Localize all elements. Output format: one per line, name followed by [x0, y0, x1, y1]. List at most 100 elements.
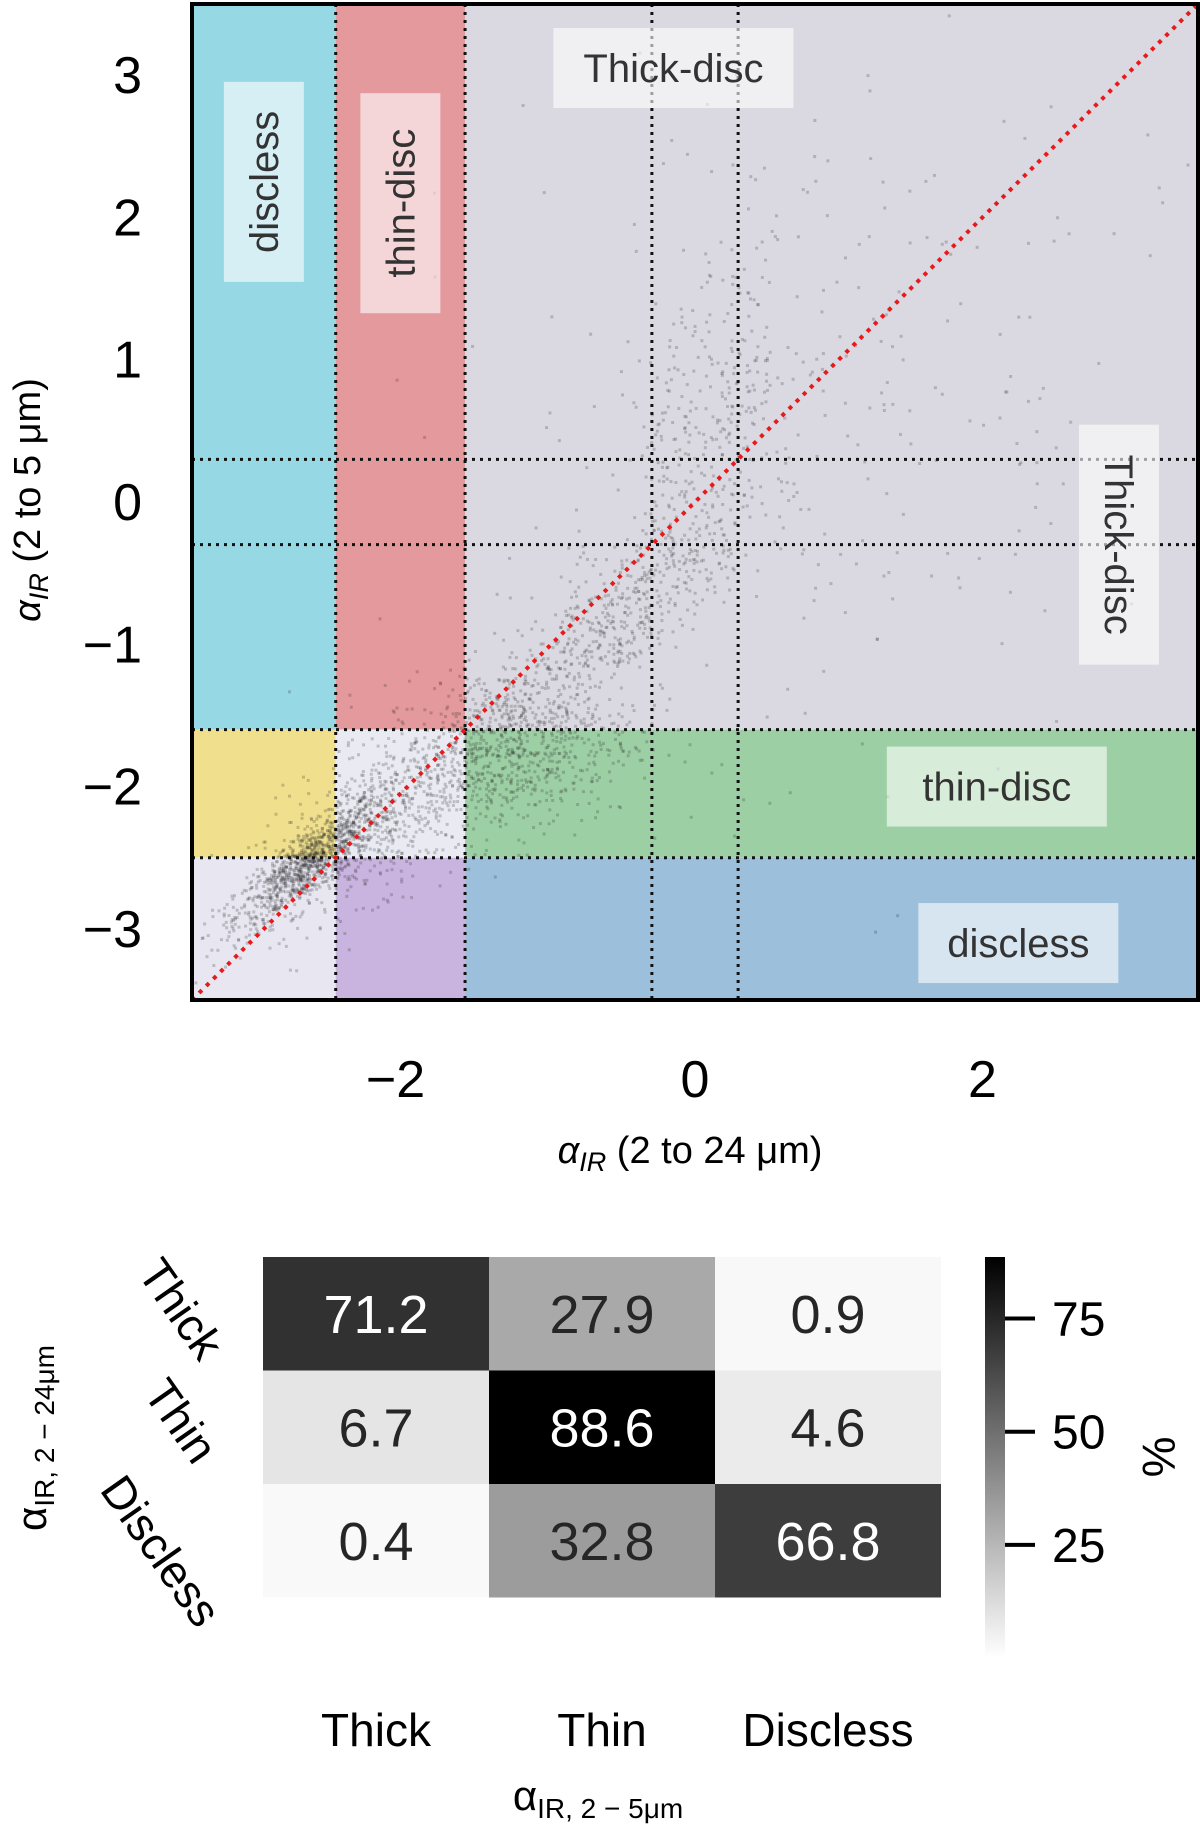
data-point [410, 896, 414, 900]
data-point [674, 481, 678, 485]
data-point [510, 806, 514, 810]
data-point [314, 850, 318, 854]
data-point [305, 857, 309, 861]
data-point [689, 815, 693, 819]
data-point [359, 845, 363, 849]
data-point [932, 173, 936, 177]
data-point [295, 854, 299, 858]
data-point [709, 571, 713, 575]
data-point [299, 877, 303, 881]
data-point [498, 726, 502, 730]
data-point [272, 888, 276, 892]
data-point [534, 751, 538, 755]
data-point [599, 597, 603, 601]
data-point [693, 330, 697, 334]
data-point [326, 876, 330, 880]
data-point [472, 732, 476, 736]
data-point [319, 859, 323, 863]
data-point [495, 695, 499, 699]
data-point [300, 853, 304, 857]
data-point [598, 633, 602, 637]
data-point [638, 621, 642, 625]
data-point [1035, 461, 1039, 465]
data-point [742, 493, 746, 497]
data-point [594, 639, 598, 643]
data-point [706, 579, 710, 583]
data-point [578, 661, 582, 665]
heatmap-cell-value: 32.8 [549, 1512, 654, 1572]
data-point [248, 921, 252, 925]
data-point [266, 878, 270, 882]
data-point [268, 904, 272, 908]
data-point [582, 650, 586, 654]
data-point [564, 734, 568, 738]
data-point [511, 691, 515, 695]
data-point [210, 948, 214, 952]
data-point [233, 916, 237, 920]
data-point [577, 585, 581, 589]
data-point [342, 851, 346, 855]
data-point [314, 874, 318, 878]
data-point [355, 792, 359, 796]
data-point [369, 794, 373, 798]
data-point [296, 869, 300, 873]
data-point [307, 792, 311, 796]
data-point [610, 598, 614, 602]
data-point [325, 819, 329, 823]
data-point [254, 927, 258, 931]
data-point [347, 863, 351, 867]
data-point [614, 585, 618, 589]
data-point [693, 457, 697, 461]
data-point [506, 726, 510, 730]
data-point [370, 768, 374, 772]
data-point [310, 883, 314, 887]
data-point [459, 807, 463, 811]
data-point [268, 901, 272, 905]
data-point [520, 778, 524, 782]
data-point [344, 823, 348, 827]
data-point [485, 749, 489, 753]
data-point [567, 546, 571, 550]
data-point [611, 625, 615, 629]
data-point [299, 888, 303, 892]
data-point [1009, 375, 1013, 379]
data-point [390, 834, 394, 838]
data-point [484, 689, 488, 693]
data-point [508, 753, 512, 757]
data-point [322, 880, 326, 884]
data-point [301, 856, 305, 860]
data-point [725, 405, 729, 409]
data-point [596, 797, 600, 801]
data-point [469, 844, 473, 848]
data-point [423, 816, 427, 820]
data-point [232, 929, 236, 933]
data-point [674, 437, 678, 441]
data-point [529, 697, 533, 701]
data-point [282, 867, 286, 871]
data-point [1013, 552, 1017, 556]
data-point [445, 822, 449, 826]
data-point [857, 242, 861, 246]
data-point [290, 877, 294, 881]
data-point [721, 370, 725, 374]
data-point [497, 773, 501, 777]
data-point [765, 715, 769, 719]
data-point [301, 844, 305, 848]
data-point [657, 549, 661, 553]
data-point [512, 716, 516, 720]
data-point [312, 854, 316, 858]
data-point [545, 774, 549, 778]
data-point [561, 715, 565, 719]
data-point [613, 569, 617, 573]
data-point [346, 744, 350, 748]
data-point [801, 360, 805, 364]
data-point [299, 886, 303, 890]
data-point [259, 912, 263, 916]
data-point [444, 785, 448, 789]
data-point [643, 574, 647, 578]
data-point [709, 385, 713, 389]
data-point [882, 574, 886, 578]
data-point [223, 906, 227, 910]
data-point [488, 696, 492, 700]
data-point [330, 808, 334, 812]
